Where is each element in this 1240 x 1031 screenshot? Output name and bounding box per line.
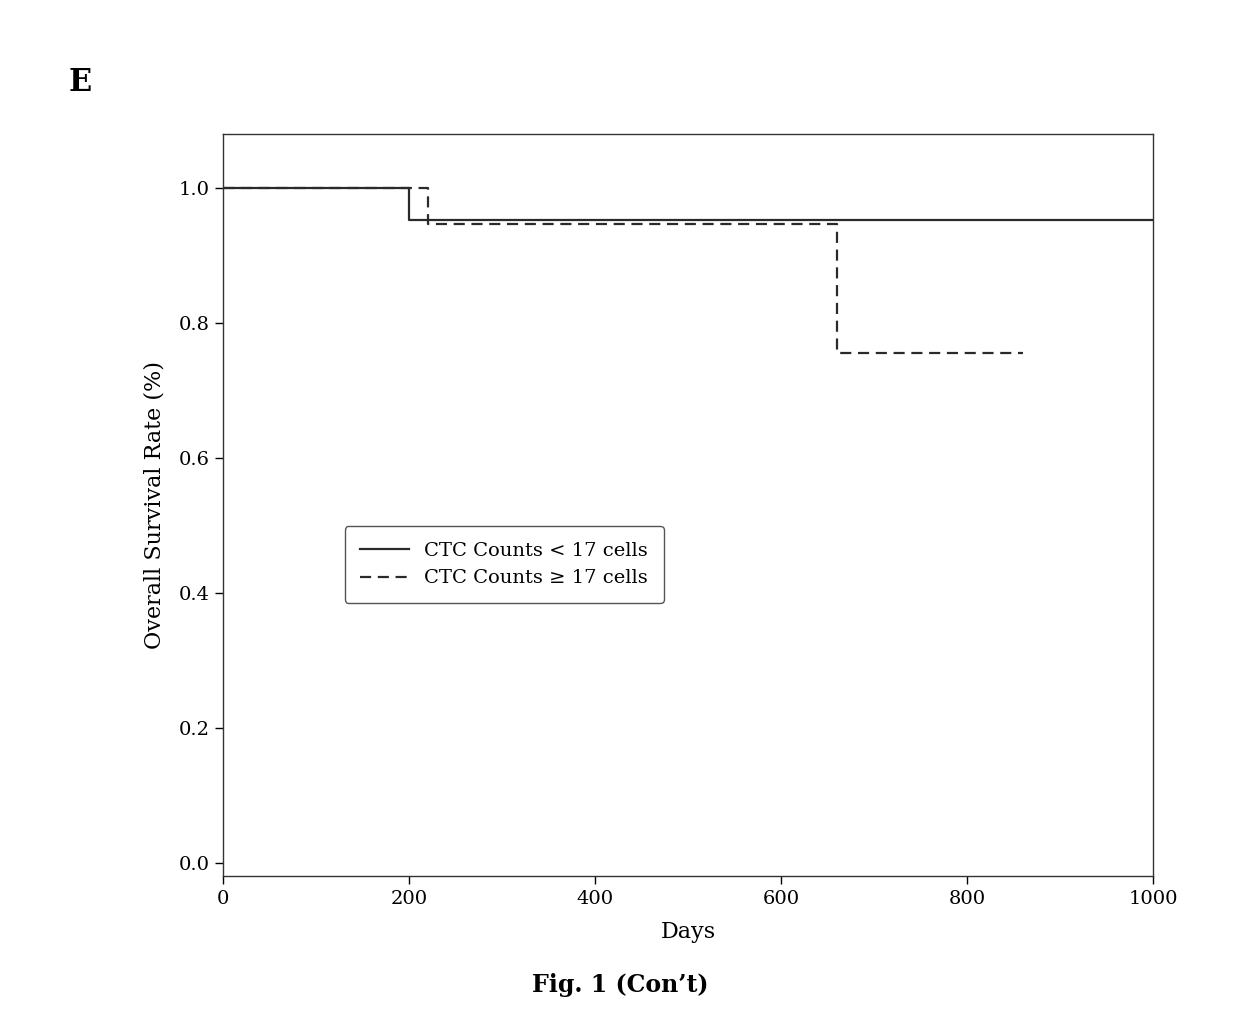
Y-axis label: Overall Survival Rate (%): Overall Survival Rate (%) bbox=[143, 361, 165, 650]
Text: E: E bbox=[68, 67, 92, 98]
Text: Fig. 1 (Con’t): Fig. 1 (Con’t) bbox=[532, 972, 708, 997]
X-axis label: Days: Days bbox=[661, 922, 715, 943]
Legend: CTC Counts < 17 cells, CTC Counts ≥ 17 cells: CTC Counts < 17 cells, CTC Counts ≥ 17 c… bbox=[345, 526, 663, 603]
